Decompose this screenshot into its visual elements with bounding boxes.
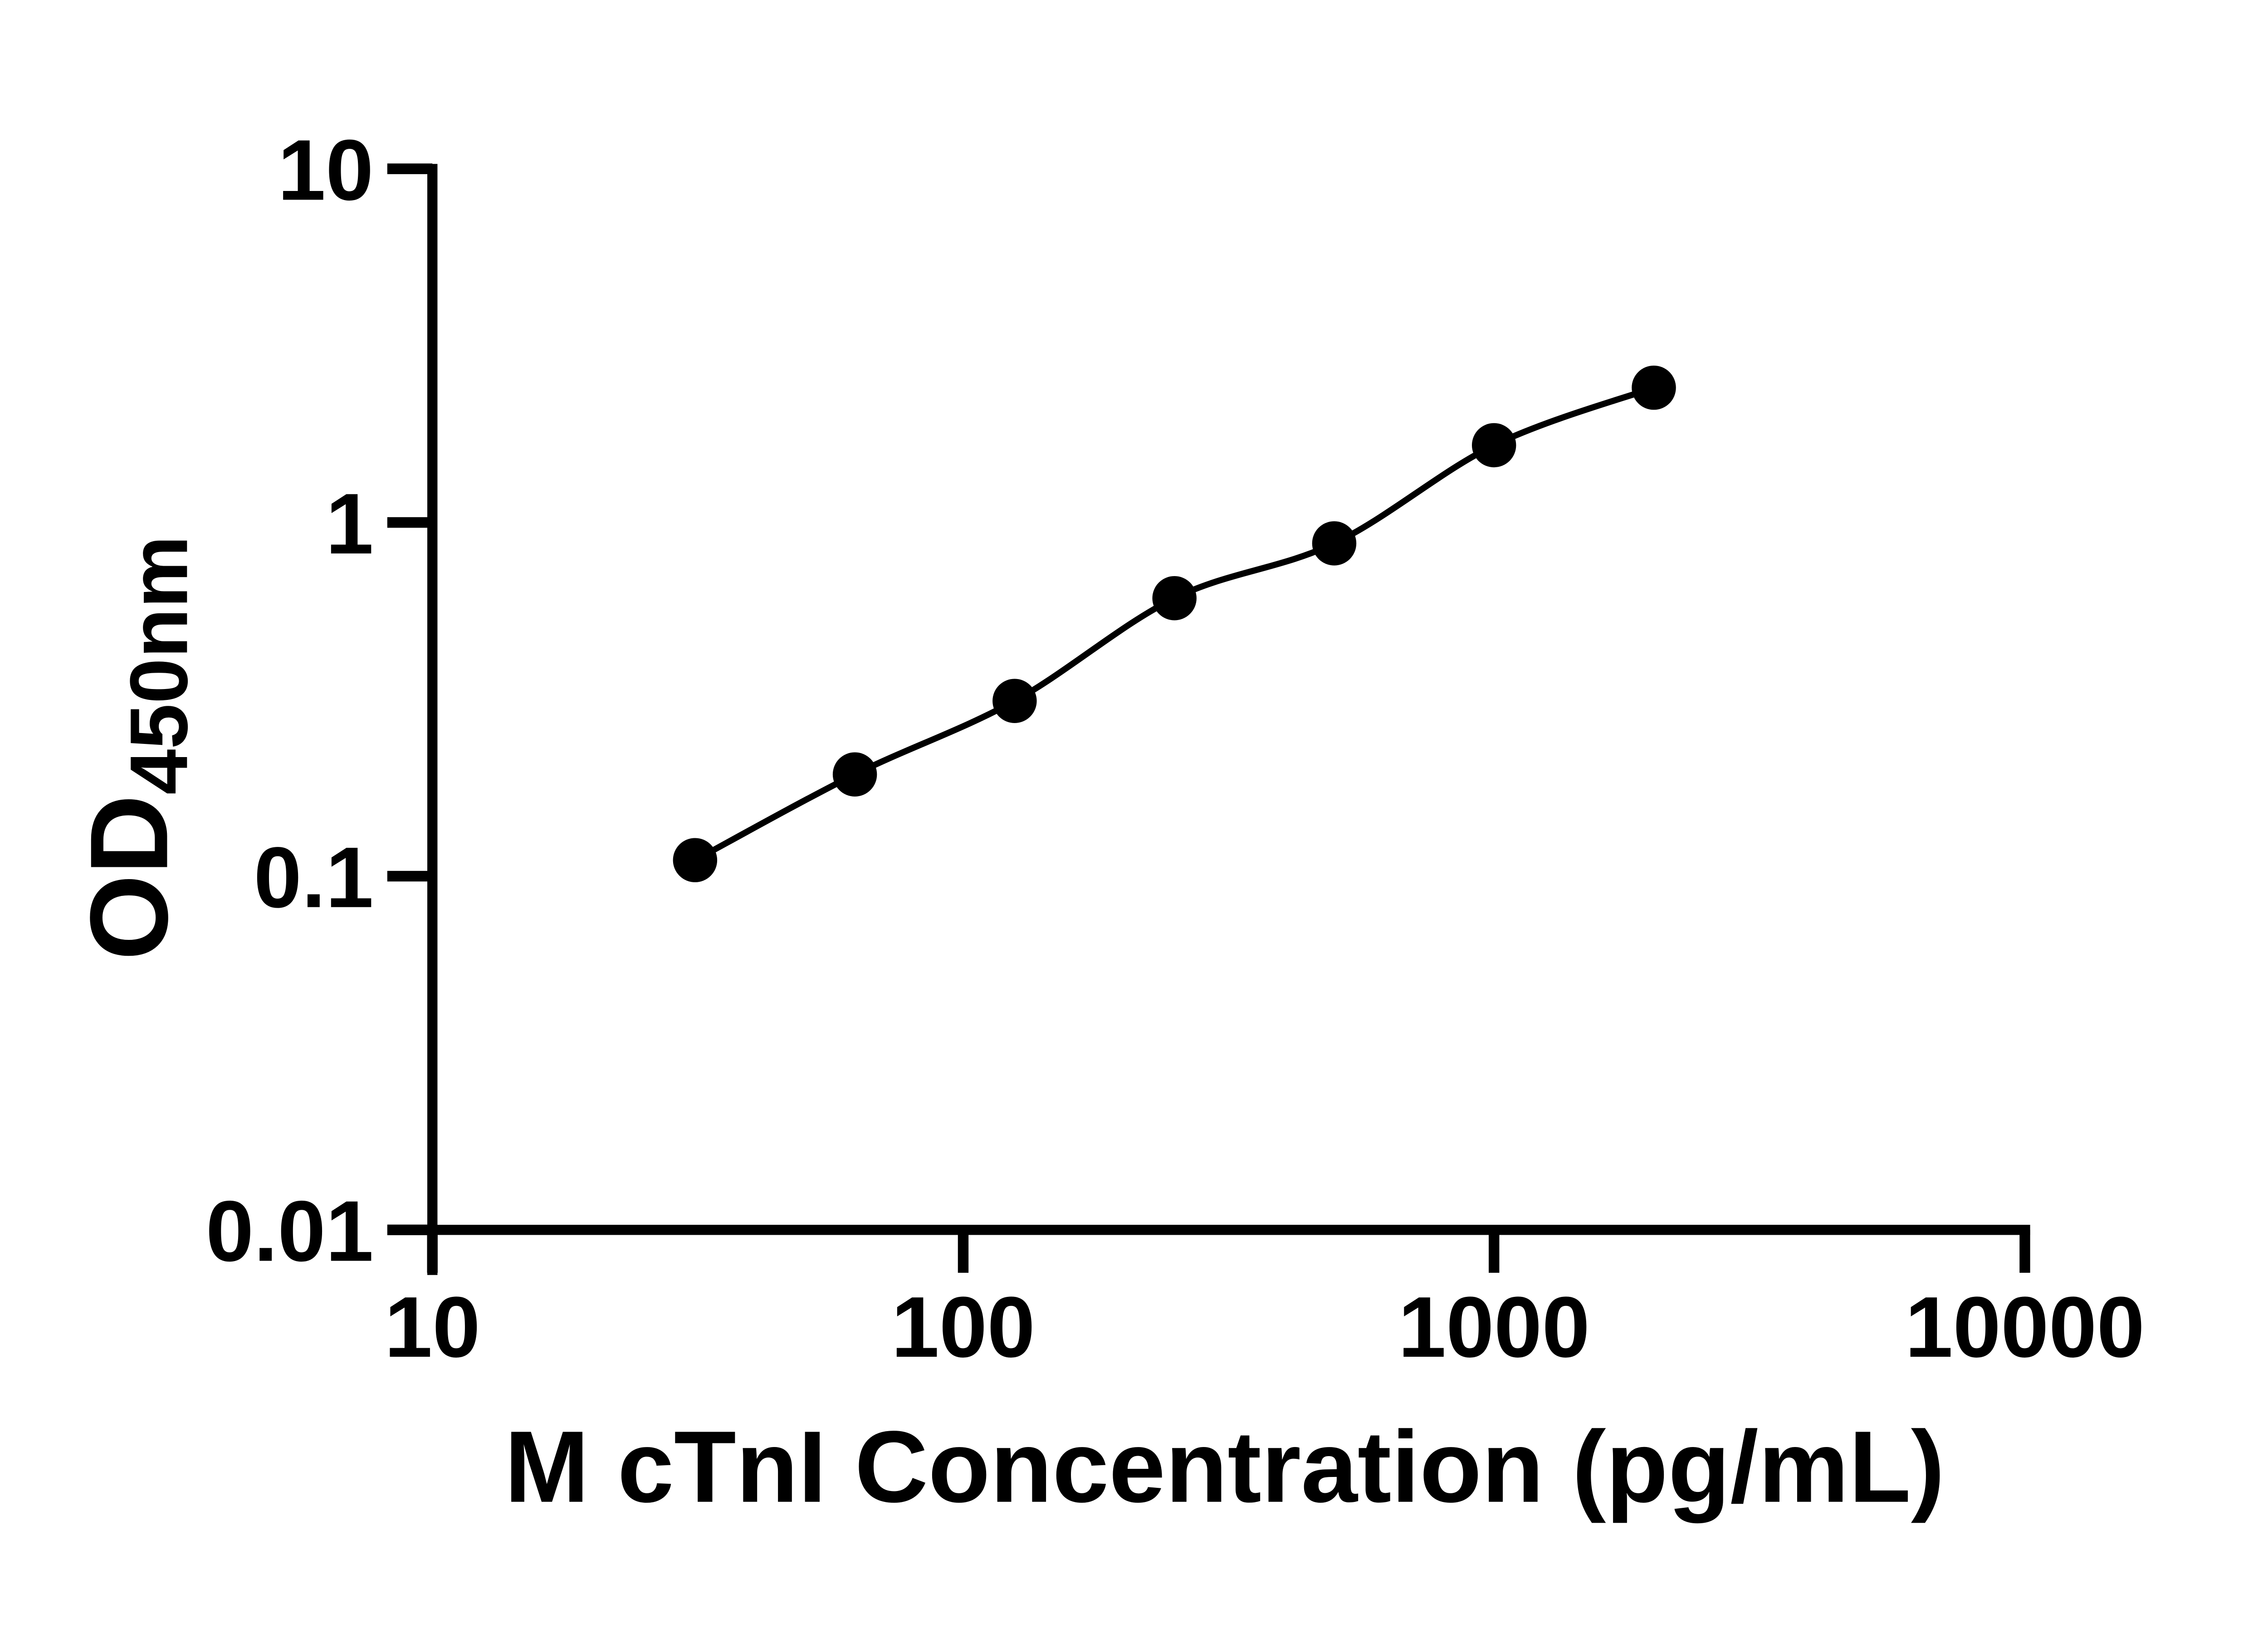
y-tick-label-10: 10	[278, 122, 373, 218]
y-tick-label-0.1: 0.1	[254, 830, 373, 926]
x-tick-label-10: 10	[385, 1279, 480, 1375]
y-axis-title-subscript: 450nm	[113, 536, 205, 795]
x-tick-label-10000: 10000	[1905, 1279, 2145, 1375]
axes	[387, 163, 2030, 1275]
data-point-500-pg-ml	[1312, 521, 1357, 566]
data-series	[673, 365, 1676, 882]
x-tick-label-100: 100	[891, 1279, 1035, 1375]
data-point-1000-pg-ml	[1471, 423, 1516, 468]
x-tick-label-1000: 1000	[1398, 1279, 1590, 1375]
data-point-2000-pg-ml	[1632, 365, 1676, 410]
y-tick-label-1: 1	[326, 476, 374, 572]
data-point-125-pg-ml	[992, 679, 1037, 723]
data-point-62.5-pg-ml	[832, 752, 877, 797]
data-point-250-pg-ml	[1152, 576, 1197, 621]
data-point-31.25-pg-ml	[673, 838, 718, 882]
y-axis-title-main: OD	[67, 795, 191, 960]
y-tick-label-0.01: 0.01	[206, 1183, 374, 1280]
x-axis-title: M cTnI Concentration (pg/mL)	[504, 1410, 1945, 1524]
y-axis-title: OD450nm	[67, 536, 205, 961]
